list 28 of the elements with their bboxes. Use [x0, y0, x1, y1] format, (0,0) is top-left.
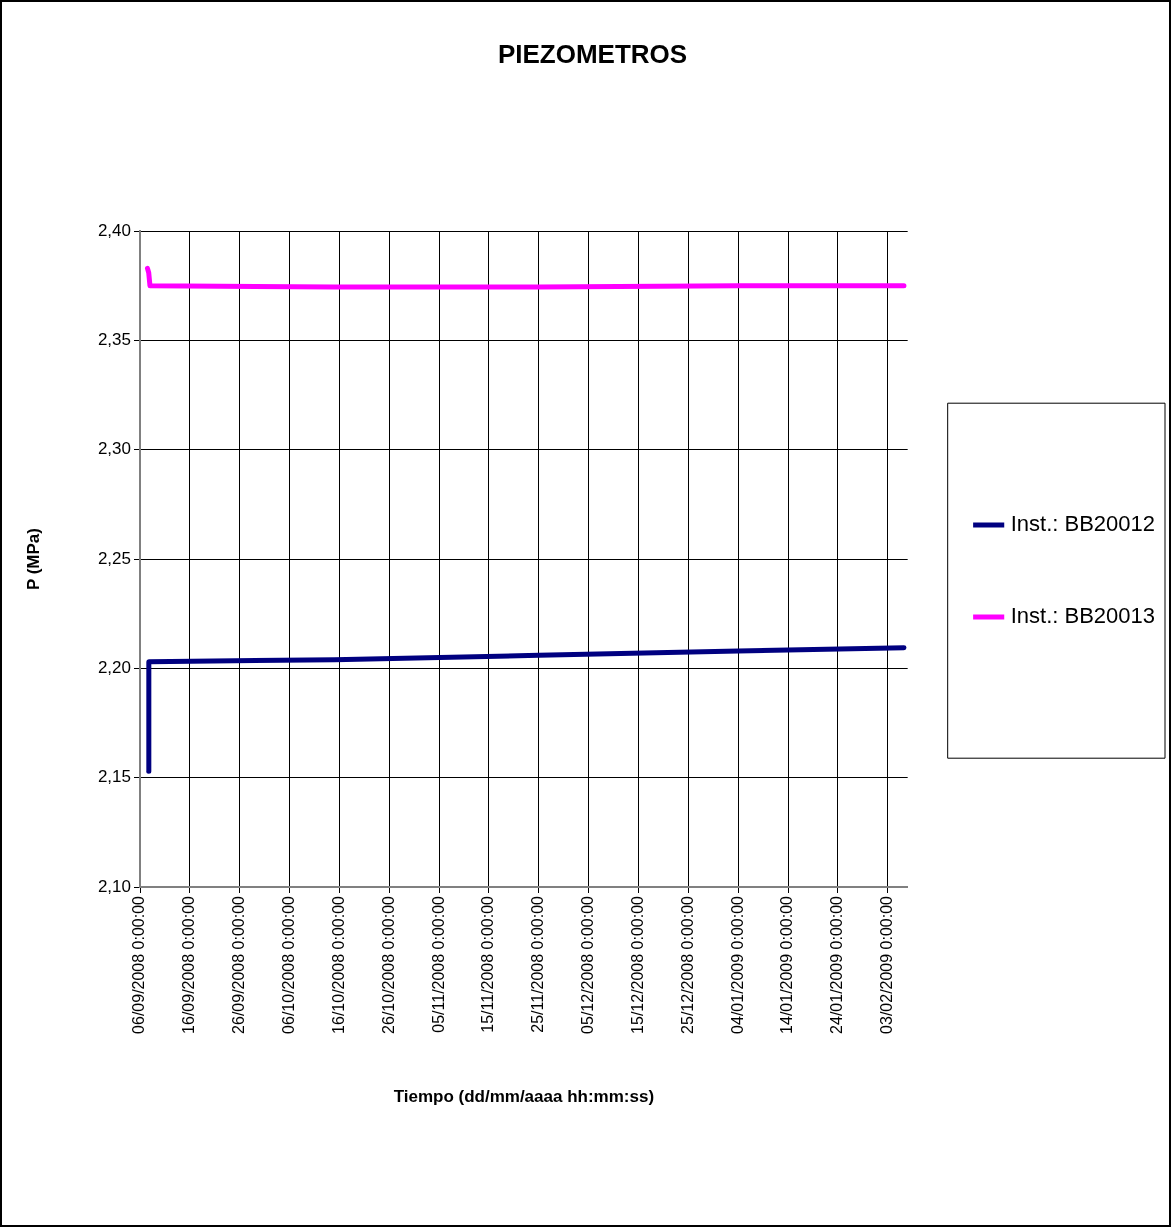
x-tick-label: 26/10/2008 0:00:00	[379, 895, 397, 1034]
x-tick-label: 05/12/2008 0:00:00	[579, 895, 597, 1034]
legend-label: Inst.: BB20012	[1010, 511, 1156, 537]
y-tick-label: 2,15	[97, 767, 131, 787]
x-tick-label: 15/11/2008 0:00:00	[479, 895, 497, 1033]
y-tick-label: 2,40	[97, 220, 131, 240]
y-tick-label: 2,35	[97, 330, 131, 350]
x-tick-label: 26/09/2008 0:00:00	[230, 895, 248, 1034]
x-tick-label: 16/09/2008 0:00:00	[180, 895, 198, 1034]
x-tick-label: 15/12/2008 0:00:00	[628, 895, 646, 1034]
x-axis-title: Tiempo (dd/mm/aaaa hh:mm:ss)	[393, 1087, 655, 1107]
y-axis-title: P (MPa)	[23, 528, 43, 591]
x-tick-label: 06/09/2008 0:00:00	[130, 895, 148, 1034]
y-tick-label: 2,10	[97, 876, 131, 896]
x-tick-label: 16/10/2008 0:00:00	[329, 895, 347, 1034]
chart-title: PIEZOMETROS	[497, 38, 688, 69]
x-tick-label: 03/02/2009 0:00:00	[878, 895, 896, 1034]
legend-label: Inst.: BB20013	[1010, 603, 1156, 629]
x-tick-label: 04/01/2009 0:00:00	[728, 895, 746, 1034]
y-tick-label: 2,20	[97, 658, 131, 678]
x-tick-label: 14/01/2009 0:00:00	[778, 895, 796, 1034]
x-tick-label: 05/11/2008 0:00:00	[429, 895, 447, 1033]
x-tick-label: 06/10/2008 0:00:00	[279, 895, 297, 1034]
x-tick-label: 25/11/2008 0:00:00	[529, 895, 547, 1033]
y-tick-label: 2,25	[97, 548, 131, 568]
y-tick-label: 2,30	[97, 439, 131, 459]
x-tick-label: 25/12/2008 0:00:00	[678, 895, 696, 1034]
x-tick-label: 24/01/2009 0:00:00	[828, 895, 846, 1034]
